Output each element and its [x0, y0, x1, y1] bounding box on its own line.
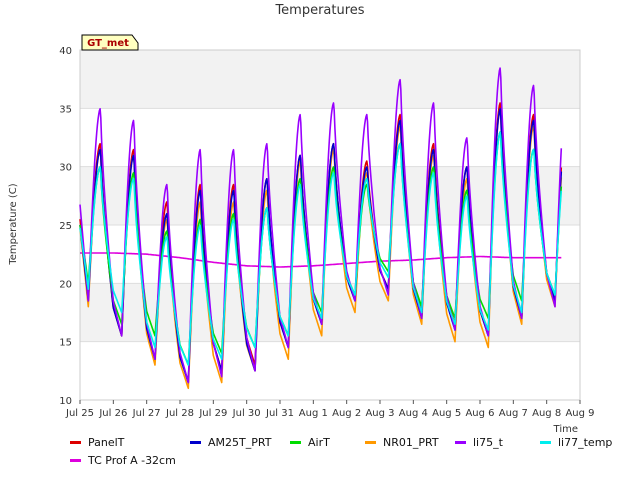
legend-swatch [365, 441, 376, 444]
x-tick-label: Jul 30 [232, 408, 261, 419]
y-axis-ticks: 10 15 20 25 30 35 40 [59, 46, 72, 407]
x-tick-label: Aug 9 [565, 408, 594, 419]
y-tick-label: 10 [59, 396, 72, 407]
series-line-tc-prof-a-32cm [79, 252, 562, 268]
x-tick-label: Jul 31 [265, 408, 294, 419]
series-line-li77-temp [79, 131, 563, 366]
y-tick-label: 20 [59, 279, 72, 290]
background-band [80, 50, 580, 109]
x-axis-label: Time [553, 424, 578, 435]
y-tick-label: 15 [59, 338, 72, 349]
legend-item: PanelT [70, 436, 124, 449]
legend-label: AirT [308, 436, 330, 449]
y-tick-label: 30 [59, 163, 72, 174]
legend-item: li77_temp [540, 436, 612, 449]
x-tick-label: Jul 29 [198, 408, 227, 419]
legend-swatch [70, 441, 81, 444]
legend-swatch [540, 441, 551, 444]
x-tick-label: Jul 28 [165, 408, 194, 419]
station-badge-label: GT_met [87, 38, 129, 49]
background-band [80, 283, 580, 342]
legend-swatch [455, 441, 466, 444]
legend-label: li77_temp [558, 436, 613, 449]
chart-title: Temperatures [274, 3, 364, 18]
x-tick-label: Jul 25 [65, 408, 94, 419]
legend-label: AM25T_PRT [208, 436, 272, 449]
legend-item: AM25T_PRT [190, 436, 271, 449]
legend-item: NR01_PRT [365, 436, 439, 449]
legend: PanelT AM25T_PRT AirT NR01_PRT li75_t li77_te… [0, 436, 640, 476]
legend-label: li75_t [473, 436, 503, 449]
series-line-li75-t [79, 67, 563, 384]
series-lines [79, 67, 563, 390]
legend-item: TC Prof A -32cm [70, 454, 176, 467]
legend-item: li75_t [455, 436, 503, 449]
x-axis-ticks: Jul 25 Jul 26 Jul 27 Jul 28 Jul 29 Jul 30 Jul … [65, 400, 595, 419]
x-tick-label: Aug 4 [399, 408, 428, 419]
x-tick-label: Aug 6 [465, 408, 494, 419]
legend-swatch [190, 441, 201, 444]
x-tick-label: Aug 3 [365, 408, 394, 419]
legend-swatch [290, 441, 301, 444]
station-badge: GT_met [81, 34, 139, 51]
x-tick-label: Aug 1 [299, 408, 328, 419]
x-tick-label: Aug 8 [532, 408, 561, 419]
x-tick-label: Aug 5 [432, 408, 461, 419]
y-tick-label: 40 [59, 46, 72, 57]
y-tick-label: 25 [59, 221, 72, 232]
x-tick-label: Aug 2 [332, 408, 361, 419]
legend-swatch [70, 459, 81, 462]
x-tick-label: Jul 26 [98, 408, 127, 419]
legend-item: AirT [290, 436, 330, 449]
legend-label: TC Prof A -32cm [88, 454, 176, 467]
x-tick-label: Jul 27 [132, 408, 161, 419]
legend-label: PanelT [88, 436, 125, 449]
y-axis-label: Temperature (C) [8, 183, 19, 265]
x-tick-label: Aug 7 [499, 408, 528, 419]
legend-label: NR01_PRT [383, 436, 439, 449]
y-tick-label: 35 [59, 104, 72, 115]
